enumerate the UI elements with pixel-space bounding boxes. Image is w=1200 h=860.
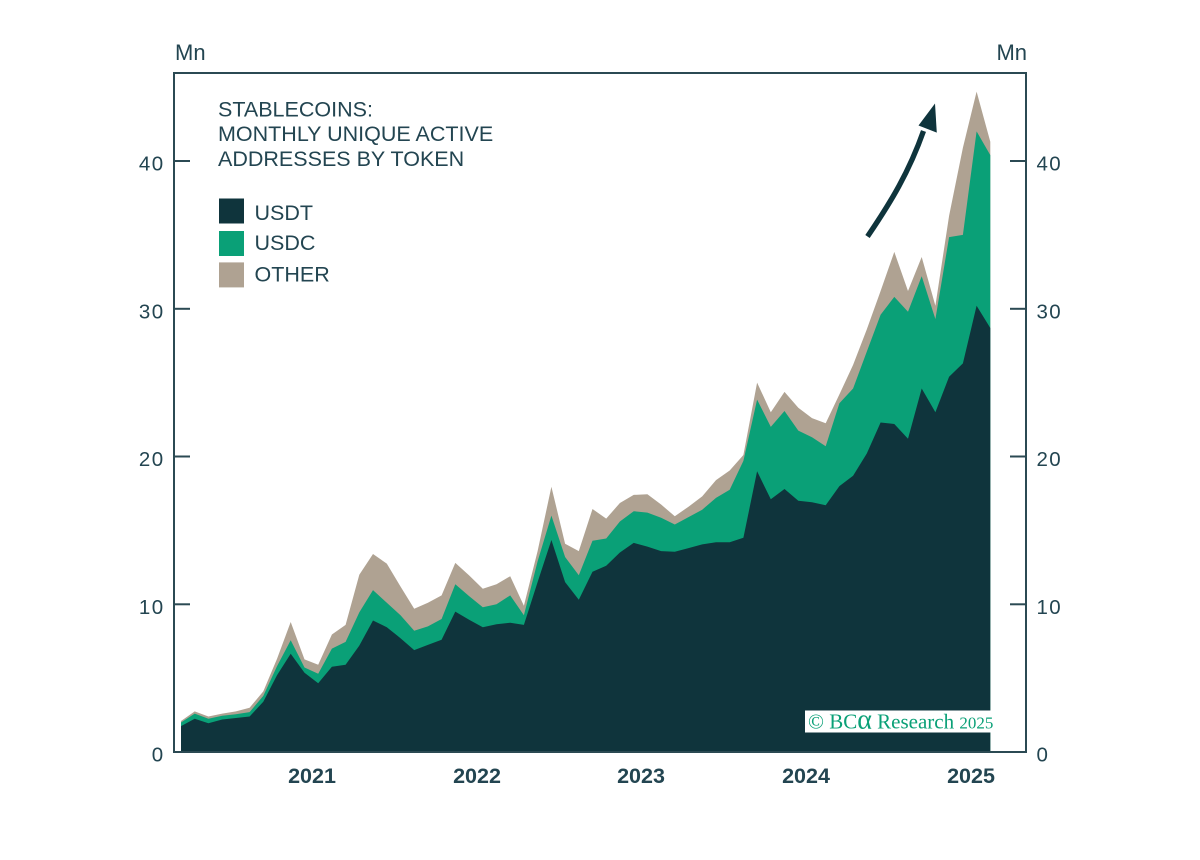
svg-text:STABLECOINS:: STABLECOINS: xyxy=(218,98,373,122)
svg-text:MONTHLY UNIQUE ACTIVE: MONTHLY UNIQUE ACTIVE xyxy=(218,122,493,146)
svg-text:OTHER: OTHER xyxy=(255,263,330,287)
svg-text:Mn: Mn xyxy=(996,40,1027,65)
svg-text:40: 40 xyxy=(139,153,165,176)
svg-text:© BCα Research 2025: © BCα Research 2025 xyxy=(808,705,993,736)
svg-text:20: 20 xyxy=(1037,448,1063,471)
svg-text:2023: 2023 xyxy=(617,764,665,788)
svg-text:USDC: USDC xyxy=(255,231,316,255)
svg-text:Mn: Mn xyxy=(175,40,206,65)
svg-text:USDT: USDT xyxy=(255,201,314,225)
svg-text:20: 20 xyxy=(139,448,165,471)
svg-text:2025: 2025 xyxy=(947,764,995,788)
svg-text:10: 10 xyxy=(1037,596,1063,619)
svg-text:40: 40 xyxy=(1037,153,1063,176)
svg-text:10: 10 xyxy=(139,596,165,619)
svg-text:2024: 2024 xyxy=(782,764,830,788)
svg-text:ADDRESSES BY TOKEN: ADDRESSES BY TOKEN xyxy=(218,147,464,171)
svg-text:0: 0 xyxy=(1037,744,1050,767)
svg-text:2021: 2021 xyxy=(288,764,336,788)
svg-text:0: 0 xyxy=(152,744,165,767)
svg-text:30: 30 xyxy=(1037,300,1063,323)
svg-text:2022: 2022 xyxy=(453,764,501,788)
svg-text:30: 30 xyxy=(139,300,165,323)
